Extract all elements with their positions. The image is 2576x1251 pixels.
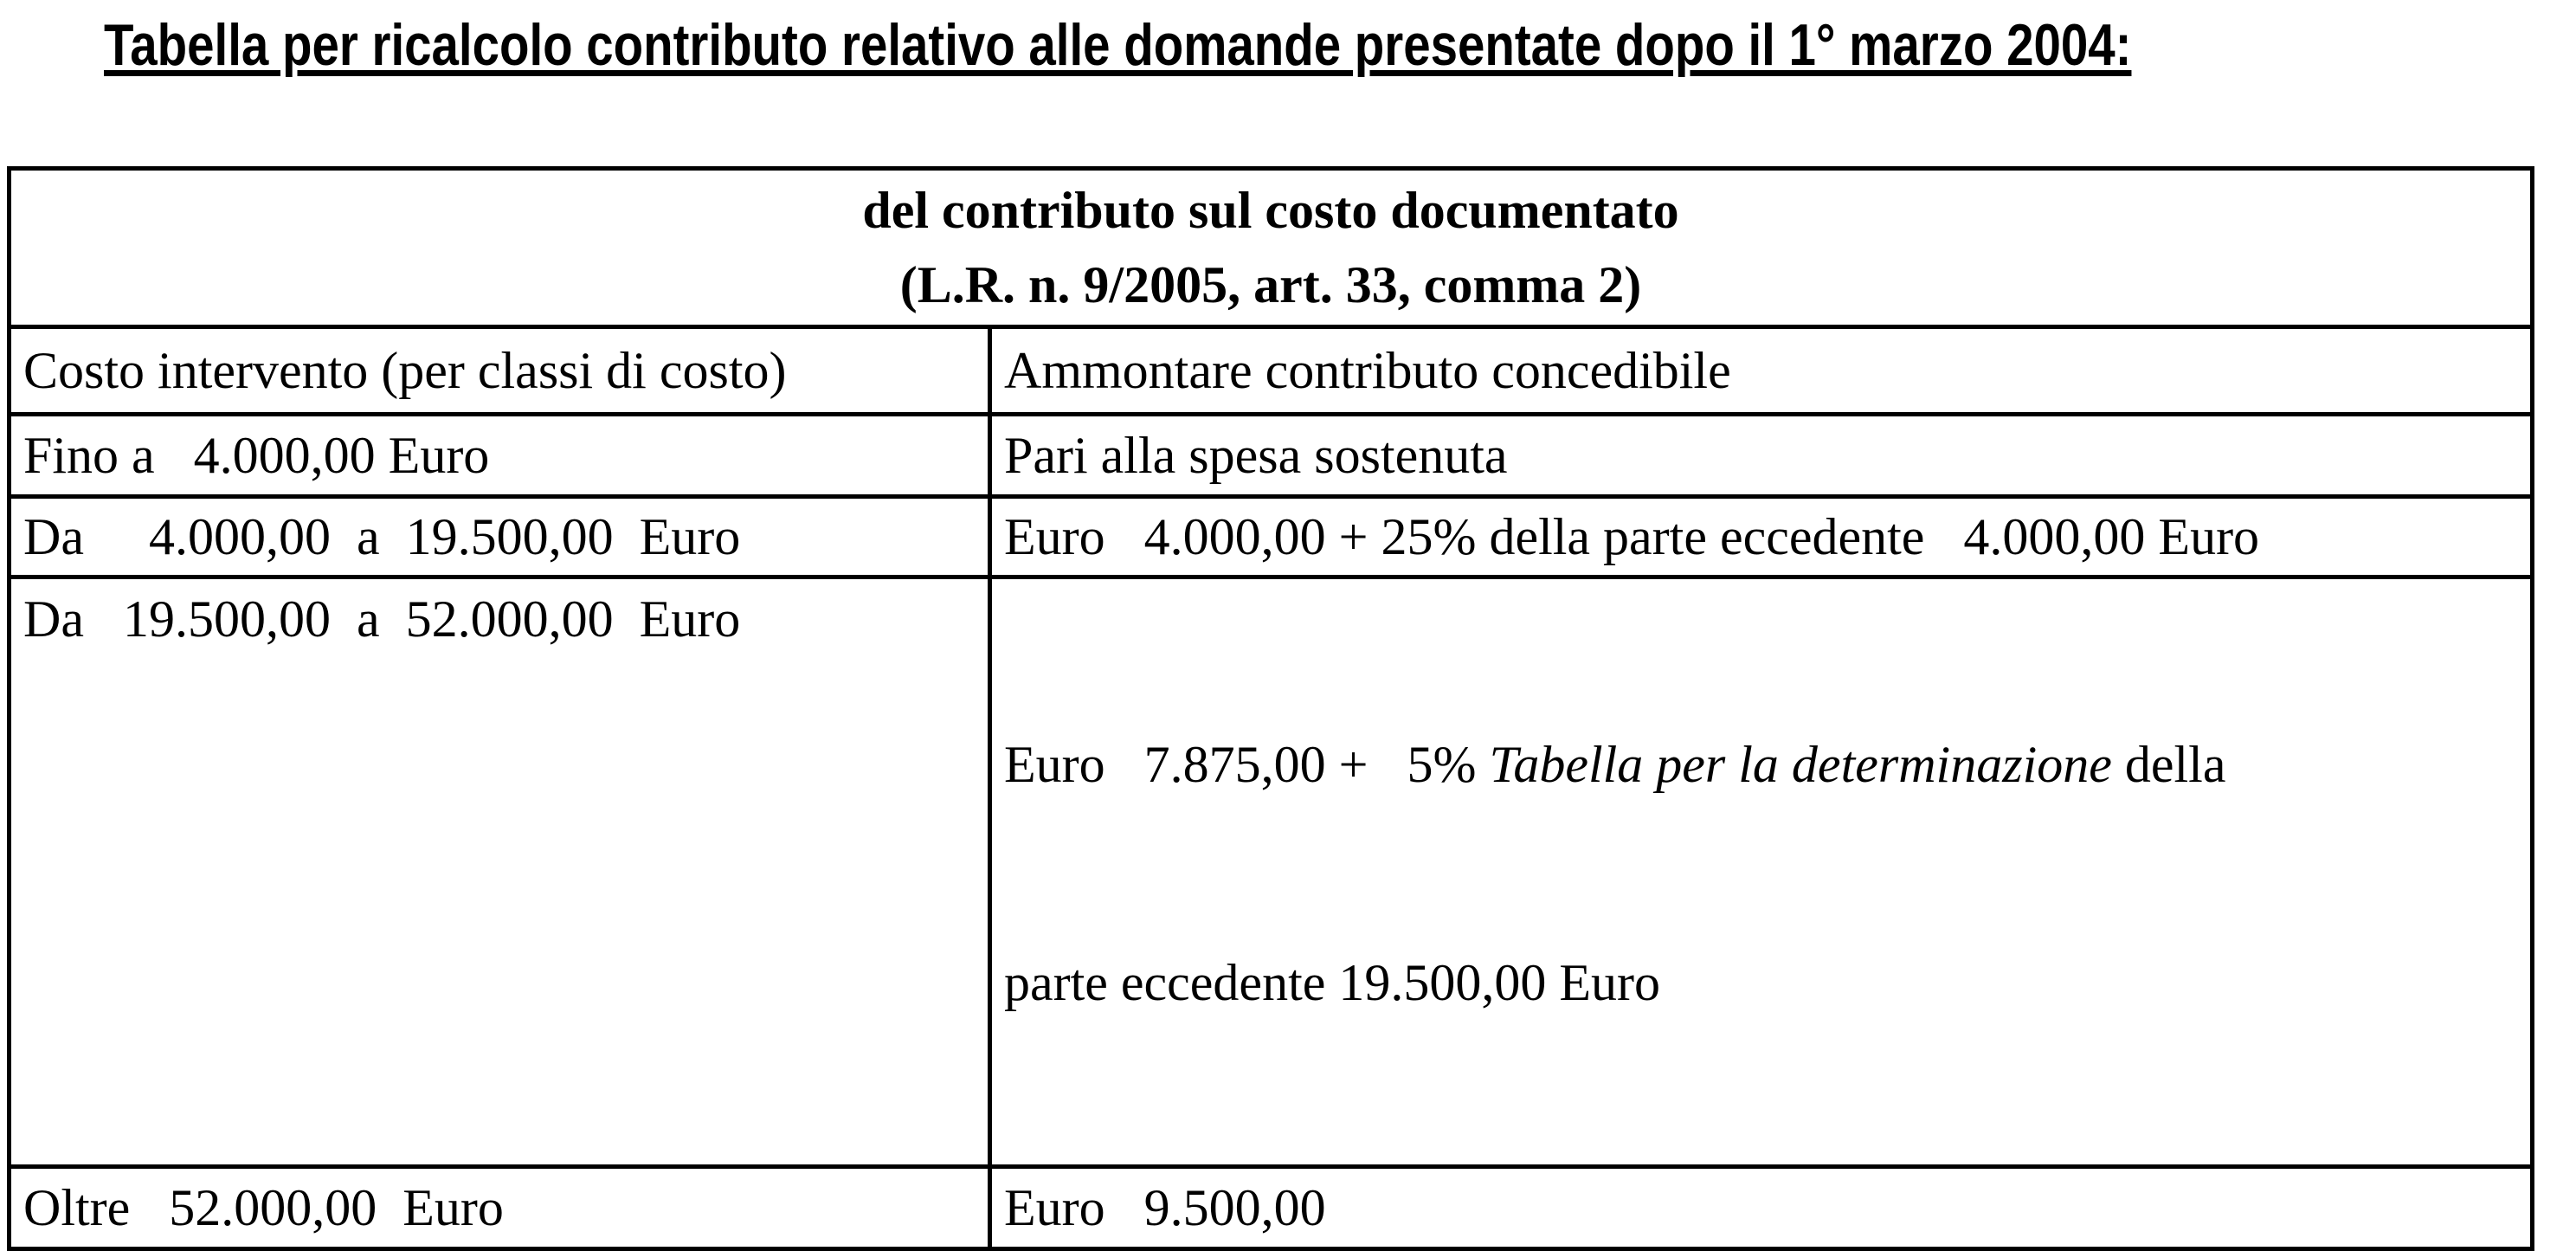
- column-header-amount: Ammontare contributo concedibile: [988, 325, 2534, 416]
- column-header-cost: Costo intervento (per classi di costo): [7, 325, 991, 416]
- contribution-table: del contributo sul costo documentato (L.…: [7, 166, 2534, 1251]
- cost-cell: Oltre 52.000,00 Euro: [7, 1164, 991, 1251]
- column-header-row: Costo intervento (per classi di costo) A…: [7, 325, 2534, 416]
- amount-cell: Euro 4.000,00 + 25% della parte eccedent…: [988, 494, 2534, 579]
- amount-cell: Euro 9.500,00: [988, 1164, 2534, 1251]
- table-row: Da 19.500,00 a 52.000,00 Euro Euro 7.875…: [7, 575, 2534, 1169]
- cost-cell: Da 4.000,00 a 19.500,00 Euro: [7, 494, 991, 579]
- table-header-line-2: (L.R. n. 9/2005, art. 33, comma 2): [899, 256, 1642, 313]
- table-row: Oltre 52.000,00 Euro Euro 9.500,00: [7, 1164, 2534, 1251]
- amount-line-2: parte eccedente 19.500,00 Euro: [1004, 954, 1660, 1011]
- amount-line-1: Euro 7.875,00 + 5% Tabella per la determ…: [1004, 728, 2518, 801]
- cost-cell: Da 19.500,00 a 52.000,00 Euro: [7, 575, 991, 1169]
- table-row: Da 4.000,00 a 19.500,00 Euro Euro 4.000,…: [7, 494, 2534, 579]
- table-row: Fino a 4.000,00 Euro Pari alla spesa sos…: [7, 412, 2534, 499]
- page-title: Tabella per ricalcolo contributo relativ…: [104, 12, 2132, 78]
- amount-text: della: [2111, 736, 2226, 793]
- amount-cell: Euro 7.875,00 + 5% Tabella per la determ…: [988, 575, 2534, 1169]
- amount-text: Euro 7.875,00 + 5%: [1004, 736, 1490, 793]
- table-header: del contributo sul costo documentato (L.…: [7, 166, 2534, 329]
- table-header-line-1: del contributo sul costo documentato: [862, 182, 1679, 239]
- cost-cell: Fino a 4.000,00 Euro: [7, 412, 991, 499]
- amount-italic-text: Tabella per la determinazione: [1489, 736, 2112, 793]
- amount-cell: Pari alla spesa sostenuta: [988, 412, 2534, 499]
